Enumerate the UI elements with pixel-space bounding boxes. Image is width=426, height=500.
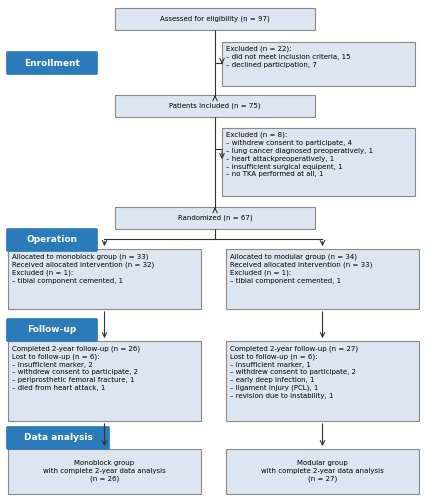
Text: Modular group
with complete 2-year data analysis
(n = 27): Modular group with complete 2-year data … [261,460,383,482]
Text: Operation: Operation [26,236,77,244]
FancyBboxPatch shape [6,318,97,342]
Bar [225,449,418,494]
Text: Follow-up: Follow-up [27,326,76,334]
FancyBboxPatch shape [6,426,109,450]
Text: Allocated to monoblock group (n = 33)
Received allocated intervention (n = 32)
E: Allocated to monoblock group (n = 33) Re… [12,253,154,284]
Text: Patients included (n = 75): Patients included (n = 75) [169,103,260,110]
Bar [8,341,201,421]
Bar [225,249,418,309]
Bar [115,207,314,229]
Text: Monoblock group
with complete 2-year data analysis
(n = 26): Monoblock group with complete 2-year dat… [43,460,165,482]
Text: Data analysis: Data analysis [23,434,92,442]
Text: Completed 2-year follow-up (n = 27)
Lost to follow-up (n = 6):
– insufficient ma: Completed 2-year follow-up (n = 27) Lost… [230,345,357,399]
Text: Enrollment: Enrollment [24,58,80,68]
FancyBboxPatch shape [6,228,97,252]
Bar [115,8,314,30]
Text: Randomized (n = 67): Randomized (n = 67) [177,215,252,221]
Bar [115,95,314,117]
Text: Excluded (n = 8):
– withdrew consent to participate, 4
– lung cancer diagnosed p: Excluded (n = 8): – withdrew consent to … [225,132,372,178]
Text: Excluded (n = 22):
– did not meet inclusion criteria, 15
– declined participatio: Excluded (n = 22): – did not meet inclus… [225,46,350,68]
Text: Allocated to modular group (n = 34)
Received allocated intervention (n = 33)
Exc: Allocated to modular group (n = 34) Rece… [230,253,371,284]
Bar [222,42,414,86]
Bar [8,449,201,494]
Bar [8,249,201,309]
Bar [225,341,418,421]
Text: Assessed for eligibility (n = 97): Assessed for eligibility (n = 97) [160,16,269,22]
Text: Completed 2-year follow-up (n = 26)
Lost to follow-up (n = 6):
– insufficient ma: Completed 2-year follow-up (n = 26) Lost… [12,345,140,391]
Bar [222,128,414,196]
FancyBboxPatch shape [6,52,97,74]
